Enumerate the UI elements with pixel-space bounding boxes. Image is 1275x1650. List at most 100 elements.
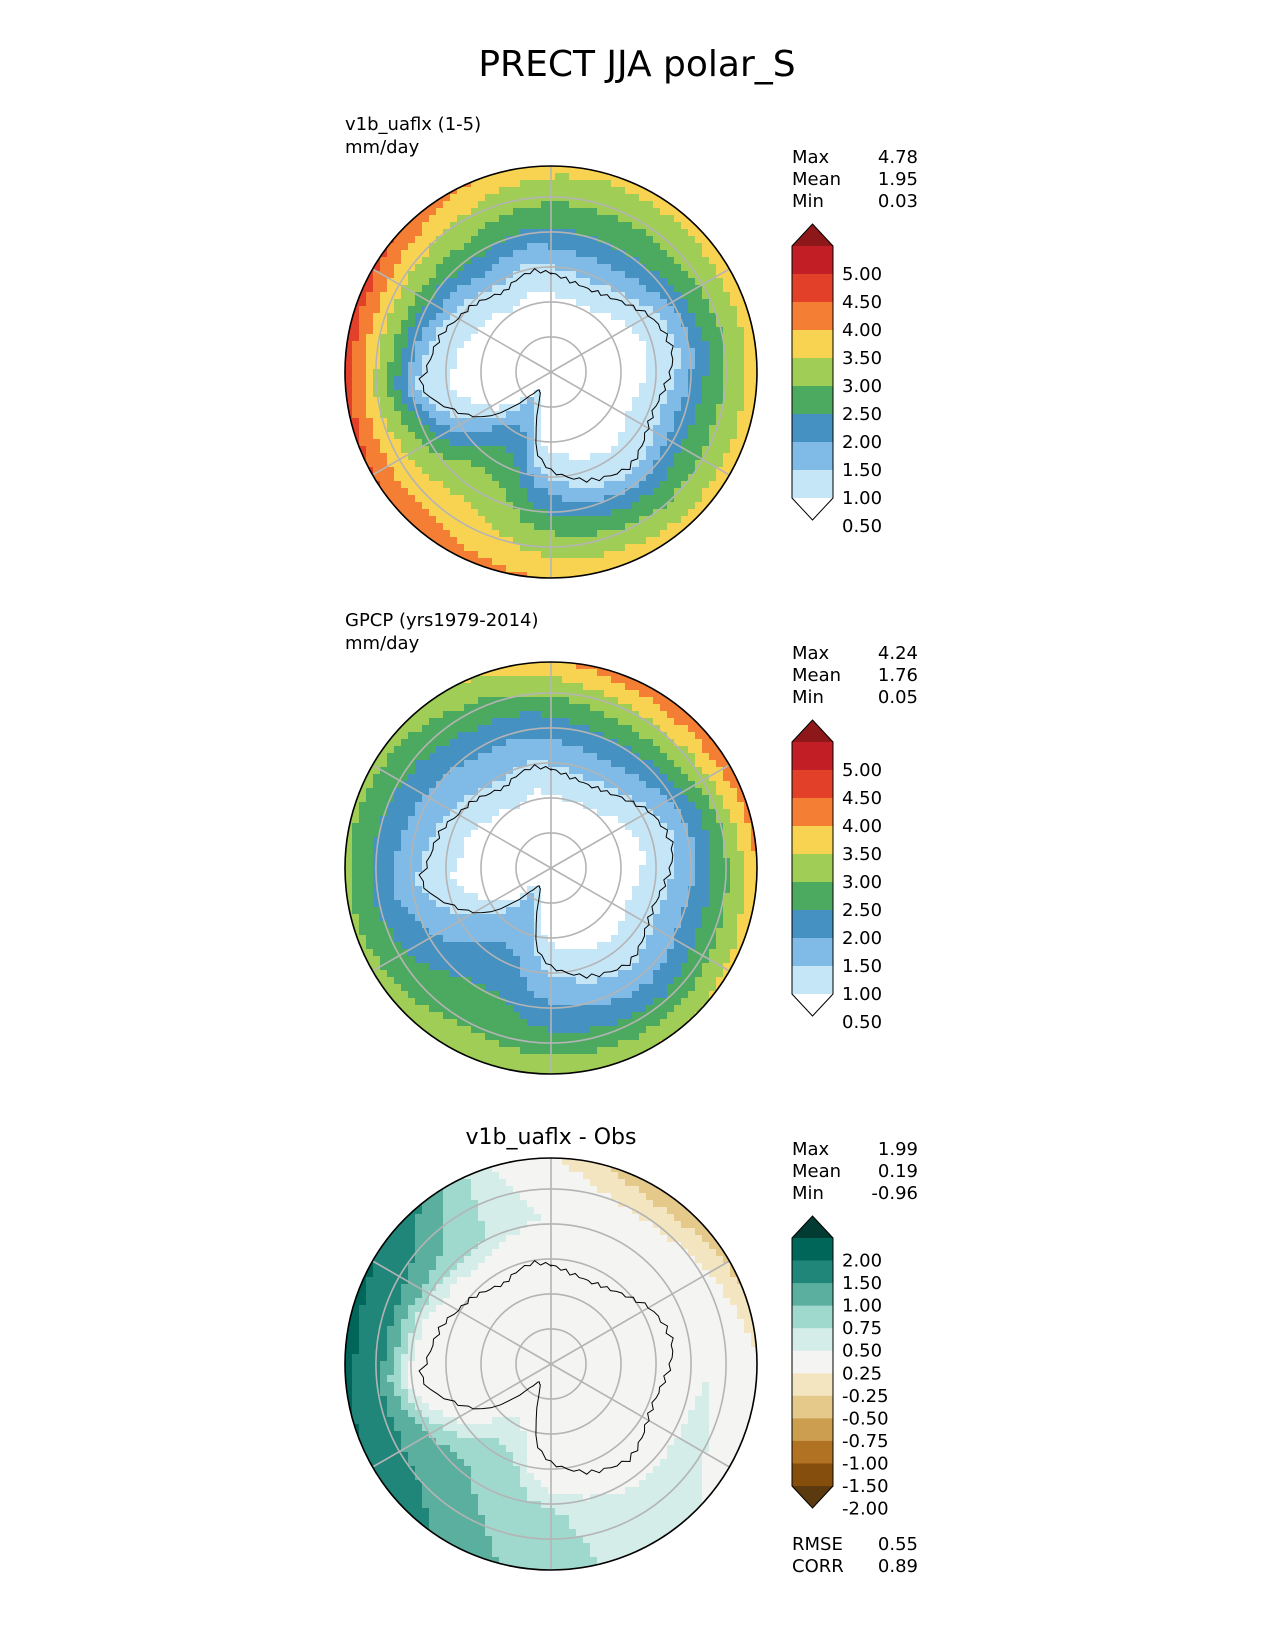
colorbar-segment <box>792 302 833 331</box>
panel-diff-stats: Max 1.99 Mean 0.19 Min -0.96 <box>792 1139 918 1204</box>
colorbar-tick-label: 4.00 <box>842 816 882 837</box>
colorbar-tick-label: 0.50 <box>842 516 882 537</box>
stat-mean-label: Mean <box>792 665 841 686</box>
colorbar-segment <box>792 1305 833 1329</box>
colorbar-tick-label: 0.50 <box>842 1341 882 1362</box>
metric-rmse-label: RMSE <box>792 1534 843 1555</box>
stat-mean-value: 1.95 <box>878 169 918 190</box>
figure-title: PRECT JJA polar_S <box>478 44 795 85</box>
field-cells <box>345 662 757 1074</box>
colorbar-segment <box>792 1440 833 1464</box>
panel-diff-title: v1b_uaflx - Obs <box>466 1125 637 1150</box>
stat-max-label: Max <box>792 147 830 168</box>
colorbar-tick-label: 1.00 <box>842 1296 882 1317</box>
coastline <box>418 268 674 483</box>
colorbar-segment <box>792 442 833 471</box>
colorbar-segment <box>792 386 833 415</box>
colorbar-tick-label: 0.75 <box>842 1318 882 1339</box>
colorbar-extend-high <box>792 1216 833 1238</box>
panel-model-title: v1b_uaflx (1-5) <box>345 114 481 135</box>
colorbar-segment <box>792 358 833 387</box>
graticule <box>372 662 730 1074</box>
colorbar-tick-label: 4.50 <box>842 292 882 313</box>
panel-model-stats: Max 4.78 Mean 1.95 Min 0.03 <box>792 147 918 212</box>
colorbar-tick-label: -2.00 <box>842 1499 889 1520</box>
colorbar-extend-low <box>792 994 833 1016</box>
colorbar-tick-label: -0.75 <box>842 1431 889 1452</box>
colorbar-tick-label: -1.50 <box>842 1476 889 1497</box>
colorbar-segment <box>792 966 833 995</box>
panel-obs-title: GPCP (yrs1979-2014) <box>345 610 539 631</box>
colorbar-segment <box>792 470 833 499</box>
colorbar-segment <box>792 246 833 275</box>
stat-min-label: Min <box>792 191 824 212</box>
colorbar-tick-label: 3.00 <box>842 376 882 397</box>
colorbar-tick-label: 4.50 <box>842 788 882 809</box>
stat-min-value: -0.96 <box>871 1183 918 1204</box>
metric-corr-label: CORR <box>792 1556 844 1577</box>
stat-mean-label: Mean <box>792 169 841 190</box>
colorbar-tick-label: -0.50 <box>842 1408 889 1429</box>
colorbar-tick-label: 1.50 <box>842 460 882 481</box>
colorbar-segment <box>792 1350 833 1374</box>
coastline <box>418 1260 674 1475</box>
colorbar-segment <box>792 742 833 771</box>
colorbar-segment <box>792 882 833 911</box>
colorbar-segment <box>792 274 833 303</box>
stat-max-value: 4.78 <box>878 147 918 168</box>
panel-obs-stats: Max 4.24 Mean 1.76 Min 0.05 <box>792 643 918 708</box>
colorbar-tick-label: 1.50 <box>842 956 882 977</box>
graticule <box>372 166 730 578</box>
colorbar-segment <box>792 330 833 359</box>
colorbar-tick-label: 0.50 <box>842 1012 882 1033</box>
stat-max-value: 4.24 <box>878 643 918 664</box>
panel-diff: v1b_uaflx - Obs Max 1.99 Mean 0.19 Min -… <box>344 1125 918 1577</box>
map-boundary <box>344 165 758 579</box>
colorbar-segment <box>792 1283 833 1307</box>
colorbar-segment <box>792 1238 833 1262</box>
colorbar-tick-label: 3.50 <box>842 844 882 865</box>
colorbar-extend-low <box>792 1486 833 1508</box>
colorbar-extend-high <box>792 224 833 246</box>
stat-min-label: Min <box>792 687 824 708</box>
colorbar-segment <box>792 1373 833 1397</box>
panel-model-map <box>344 165 758 579</box>
stat-max-value: 1.99 <box>878 1139 918 1160</box>
panel-diff-map <box>344 1157 758 1571</box>
colorbar-tick-label: 2.00 <box>842 1251 882 1272</box>
colorbar-tick-label: 5.00 <box>842 264 882 285</box>
stat-mean-value: 0.19 <box>878 1161 918 1182</box>
colorbar-segment <box>792 1395 833 1419</box>
colorbar-segment <box>792 414 833 443</box>
colorbar-tick-label: 0.25 <box>842 1363 882 1384</box>
colorbar-tick-label: 1.00 <box>842 984 882 1005</box>
metric-rmse-value: 0.55 <box>878 1534 918 1555</box>
panel-obs-colorbar: 5.00 4.50 4.00 3.50 3.00 2.50 2.00 1.50 1.00 0.50 <box>791 719 882 1033</box>
coastline <box>418 764 674 979</box>
colorbar-segment <box>792 770 833 799</box>
colorbar-segment <box>792 798 833 827</box>
stat-mean-value: 1.76 <box>878 665 918 686</box>
metric-corr-value: 0.89 <box>878 1556 918 1577</box>
stat-max-label: Max <box>792 1139 830 1160</box>
colorbar-extend-low <box>792 498 833 520</box>
panel-model-colorbar: 5.00 4.50 4.00 3.50 3.00 2.50 2.00 1.50 1.00 0.50 <box>791 223 882 537</box>
stat-max-label: Max <box>792 643 830 664</box>
colorbar-tick-label: -1.00 <box>842 1453 889 1474</box>
colorbar-segment <box>792 826 833 855</box>
colorbar-extend-high <box>792 720 833 742</box>
colorbar-tick-label: 1.50 <box>842 1273 882 1294</box>
colorbar-tick-label: 2.50 <box>842 404 882 425</box>
stat-mean-label: Mean <box>792 1161 841 1182</box>
colorbar-tick-label: 2.00 <box>842 432 882 453</box>
panel-obs-units: mm/day <box>345 633 420 654</box>
panel-model-units: mm/day <box>345 137 420 158</box>
colorbar-tick-label: 4.00 <box>842 320 882 341</box>
colorbar-segment <box>792 1463 833 1487</box>
colorbar-segment <box>792 910 833 939</box>
colorbar-tick-label: 5.00 <box>842 760 882 781</box>
colorbar-segment <box>792 1260 833 1284</box>
colorbar-segment <box>792 938 833 967</box>
graticule <box>372 1158 730 1570</box>
